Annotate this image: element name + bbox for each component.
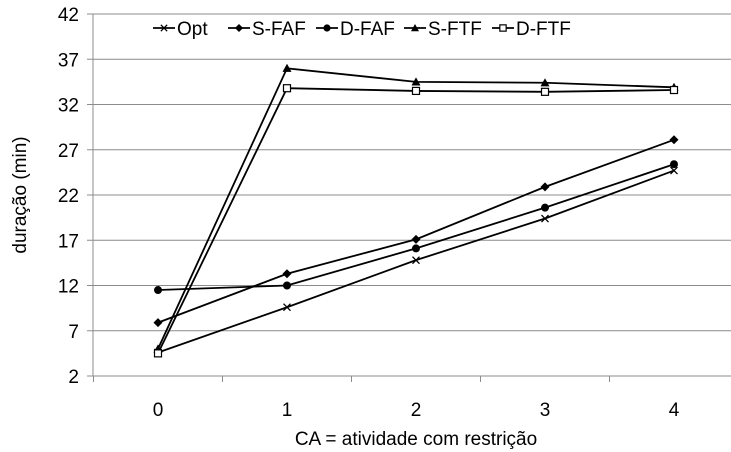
data-point: [153, 349, 163, 358]
data-point: [154, 286, 162, 295]
series-s-ftf: [153, 63, 679, 353]
series-line: [157, 67, 675, 350]
x-tick-label: 2: [411, 400, 422, 421]
series-line: [157, 138, 675, 324]
data-point: [669, 85, 679, 95]
data-point: [412, 244, 420, 253]
legend-item: S-FAF: [228, 19, 306, 40]
y-tick-label: 27: [58, 141, 79, 162]
data-point: [411, 77, 421, 86]
data-point: [282, 269, 292, 279]
legend-label: S-FAF: [252, 19, 306, 40]
y-tick-label: 22: [58, 186, 79, 207]
series-d-ftf: [153, 84, 679, 358]
data-point: [234, 23, 244, 33]
y-axis-title: duração (min): [10, 136, 31, 253]
data-point: [282, 63, 292, 72]
legend-item: D-FTF: [492, 19, 571, 40]
data-point: [282, 84, 292, 93]
y-tick-label: 42: [58, 5, 79, 26]
y-tick-label: 32: [58, 96, 79, 117]
legend-item: Opt: [153, 19, 208, 40]
series-line: [157, 163, 675, 291]
legend: Opt S-FAF D-FAF S-FTF D-FTF: [153, 19, 571, 40]
legend-label: Opt: [177, 19, 208, 40]
data-point: [412, 256, 420, 265]
series-s-faf: [153, 135, 679, 328]
legend-label: D-FTF: [516, 19, 571, 40]
x-axis-title: CA = atividade com restrição: [295, 429, 537, 450]
x-tick-label: 0: [153, 400, 164, 421]
y-tick-label: 12: [58, 277, 79, 298]
data-point: [670, 160, 678, 169]
y-tick-label: 2: [68, 367, 79, 388]
data-point: [669, 135, 679, 145]
legend-label: S-FTF: [428, 19, 482, 40]
data-point: [540, 182, 550, 192]
x-tick-label: 3: [540, 400, 551, 421]
legend-item: D-FAF: [316, 19, 395, 40]
data-point: [541, 203, 549, 212]
x-tick-label: 1: [282, 400, 293, 421]
data-point: [410, 23, 420, 32]
data-point: [283, 281, 291, 290]
data-point: [283, 303, 291, 312]
series-d-faf: [154, 160, 678, 295]
y-tick-label: 17: [58, 231, 79, 252]
data-point: [411, 234, 421, 244]
data-point: [540, 87, 550, 96]
y-tick-label: 7: [68, 322, 79, 343]
data-point: [541, 214, 549, 223]
data-point: [670, 166, 678, 175]
legend-item: S-FTF: [404, 19, 482, 40]
data-point: [499, 24, 507, 32]
data-point: [153, 318, 163, 328]
series-group: [153, 63, 679, 358]
data-point: [411, 86, 421, 96]
legend-label: D-FAF: [340, 19, 395, 40]
series-line: [157, 87, 675, 354]
data-point: [540, 78, 550, 87]
series-line: [157, 169, 675, 354]
axes: [87, 13, 731, 382]
x-tick-label: 4: [669, 400, 680, 421]
y-tick-label: 37: [58, 50, 79, 71]
data-point: [323, 24, 331, 32]
data-point: [160, 24, 168, 32]
